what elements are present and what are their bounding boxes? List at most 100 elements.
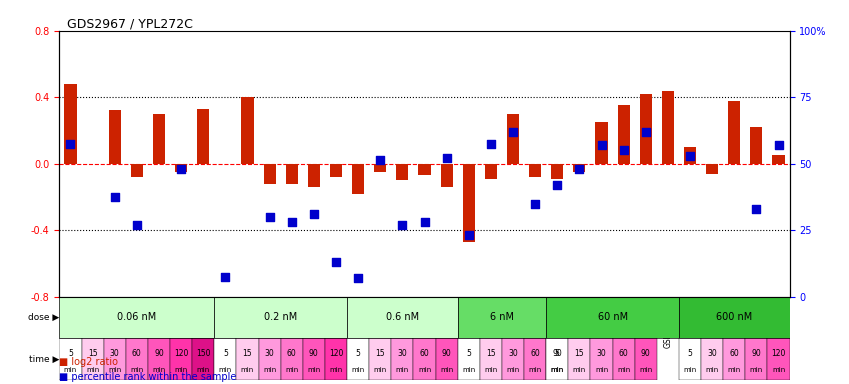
Text: 60 nM: 60 nM — [598, 313, 627, 323]
FancyBboxPatch shape — [413, 338, 436, 380]
Text: 15: 15 — [243, 349, 252, 358]
FancyBboxPatch shape — [82, 338, 104, 380]
FancyBboxPatch shape — [590, 338, 613, 380]
Point — [572, 166, 586, 172]
Point — [218, 273, 232, 280]
Text: 150: 150 — [196, 349, 211, 358]
Text: min: min — [130, 367, 143, 373]
Text: 5: 5 — [223, 349, 228, 358]
Text: min: min — [374, 367, 387, 373]
Text: 90: 90 — [641, 349, 650, 358]
Text: 120: 120 — [772, 349, 785, 358]
FancyBboxPatch shape — [192, 338, 214, 380]
FancyBboxPatch shape — [214, 338, 236, 380]
Text: 6 nM: 6 nM — [490, 313, 514, 323]
Text: min: min — [639, 367, 652, 373]
Text: 15: 15 — [375, 349, 385, 358]
Point — [683, 152, 697, 159]
Text: 15: 15 — [87, 349, 98, 358]
FancyBboxPatch shape — [391, 338, 413, 380]
Text: min: min — [197, 367, 210, 373]
Bar — [728, 101, 740, 164]
Bar — [551, 164, 564, 179]
Text: 5: 5 — [356, 349, 361, 358]
Text: 90: 90 — [751, 349, 762, 358]
Text: min: min — [484, 367, 498, 373]
Text: 60: 60 — [419, 349, 430, 358]
Bar — [441, 164, 453, 187]
Point — [329, 259, 343, 265]
Text: 60: 60 — [132, 349, 142, 358]
Point — [594, 142, 608, 148]
Text: 15: 15 — [486, 349, 496, 358]
Point — [550, 182, 564, 188]
Text: 120: 120 — [329, 349, 343, 358]
Text: min: min — [219, 367, 232, 373]
Text: 5: 5 — [466, 349, 471, 358]
Text: min: min — [750, 367, 763, 373]
Text: 90: 90 — [155, 349, 164, 358]
Text: 5: 5 — [688, 349, 693, 358]
Bar — [396, 164, 408, 180]
Text: min: min — [551, 367, 564, 373]
Text: min: min — [617, 367, 630, 373]
FancyBboxPatch shape — [126, 338, 148, 380]
Point — [462, 232, 475, 238]
FancyBboxPatch shape — [148, 338, 170, 380]
FancyBboxPatch shape — [170, 338, 192, 380]
Point — [263, 214, 277, 220]
FancyBboxPatch shape — [59, 338, 82, 380]
Bar — [175, 164, 187, 172]
Text: 0.06 nM: 0.06 nM — [117, 313, 156, 323]
Text: GDS2967 / YPL272C: GDS2967 / YPL272C — [67, 18, 193, 31]
Text: 15: 15 — [575, 349, 584, 358]
Bar — [330, 164, 342, 177]
Text: min: min — [108, 367, 121, 373]
FancyBboxPatch shape — [480, 338, 502, 380]
Text: 90: 90 — [553, 349, 562, 358]
Text: 30: 30 — [397, 349, 408, 358]
Text: ■ log2 ratio: ■ log2 ratio — [59, 357, 118, 367]
Text: 60: 60 — [729, 349, 739, 358]
Text: 120: 120 — [174, 349, 188, 358]
Text: min: min — [728, 367, 741, 373]
FancyBboxPatch shape — [458, 338, 480, 380]
Point — [174, 166, 188, 172]
FancyBboxPatch shape — [436, 338, 458, 380]
Point — [617, 147, 631, 154]
FancyBboxPatch shape — [369, 338, 391, 380]
Text: 0.2 nM: 0.2 nM — [264, 313, 297, 323]
FancyBboxPatch shape — [723, 338, 745, 380]
Text: min: min — [241, 367, 254, 373]
FancyBboxPatch shape — [502, 338, 524, 380]
Text: min: min — [440, 367, 453, 373]
FancyBboxPatch shape — [524, 338, 546, 380]
FancyBboxPatch shape — [59, 296, 214, 338]
Text: ■ percentile rank within the sample: ■ percentile rank within the sample — [59, 372, 237, 382]
Text: 60: 60 — [619, 349, 628, 358]
Bar — [573, 164, 586, 172]
Bar — [485, 164, 497, 179]
Bar — [65, 84, 76, 164]
FancyBboxPatch shape — [745, 338, 767, 380]
Text: min: min — [175, 367, 188, 373]
Text: min: min — [595, 367, 608, 373]
FancyBboxPatch shape — [546, 338, 568, 380]
Point — [64, 141, 77, 147]
Bar — [639, 94, 652, 164]
Point — [108, 194, 121, 200]
Text: min: min — [152, 367, 166, 373]
Bar — [197, 109, 210, 164]
Bar — [131, 164, 143, 177]
Text: min: min — [573, 367, 586, 373]
Point — [772, 142, 785, 148]
Bar — [374, 164, 386, 172]
FancyBboxPatch shape — [701, 338, 723, 380]
Text: 30: 30 — [597, 349, 606, 358]
FancyBboxPatch shape — [546, 338, 568, 380]
FancyBboxPatch shape — [325, 338, 347, 380]
Point — [484, 141, 498, 147]
FancyBboxPatch shape — [613, 338, 635, 380]
Point — [528, 200, 542, 207]
Point — [418, 219, 431, 225]
